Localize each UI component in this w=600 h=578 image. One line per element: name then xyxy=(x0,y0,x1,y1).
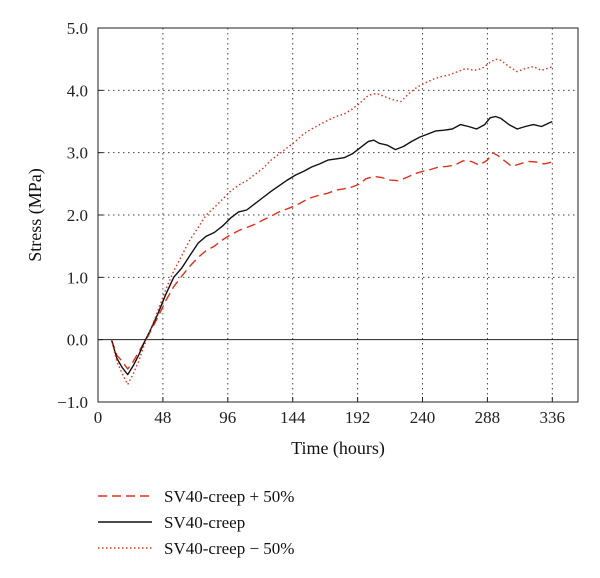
legend: SV40-creep + 50% SV40-creep SV40-creep − 5… xyxy=(98,487,294,558)
x-tick-label: 96 xyxy=(219,408,236,427)
x-tick-label: 240 xyxy=(410,408,436,427)
x-tick-label: 336 xyxy=(540,408,566,427)
legend-label-1: SV40-creep + 50% xyxy=(164,487,294,506)
y-tick-label: 4.0 xyxy=(67,81,88,100)
x-axis-tick-labels: 0 48 96 144 192 240 288 336 xyxy=(94,408,565,427)
y-tick-label: 2.0 xyxy=(67,206,88,225)
series-line-3 xyxy=(110,58,553,386)
series-line-1 xyxy=(110,152,553,370)
grid-lines xyxy=(98,28,578,402)
y-tick-label: 0.0 xyxy=(67,331,88,350)
y-tick-label: 5.0 xyxy=(67,19,88,38)
y-tick-label: −1.0 xyxy=(57,393,88,412)
x-tick-label: 48 xyxy=(154,408,171,427)
x-tick-label: 192 xyxy=(345,408,371,427)
y-axis-title: Stress (MPa) xyxy=(25,168,46,262)
x-axis-title: Time (hours) xyxy=(291,438,385,459)
x-tick-label: 144 xyxy=(280,408,306,427)
axis-ticks xyxy=(97,27,553,403)
series-line-2 xyxy=(110,115,553,376)
y-tick-label: 1.0 xyxy=(67,268,88,287)
y-axis-tick-labels: −1.0 0.0 1.0 2.0 3.0 4.0 5.0 xyxy=(57,19,88,412)
series-layer xyxy=(110,58,553,386)
y-tick-label: 3.0 xyxy=(67,144,88,163)
x-tick-label: 288 xyxy=(475,408,501,427)
x-tick-label: 0 xyxy=(94,408,103,427)
legend-label-3: SV40-creep − 50% xyxy=(164,539,294,558)
legend-label-2: SV40-creep xyxy=(164,513,245,532)
